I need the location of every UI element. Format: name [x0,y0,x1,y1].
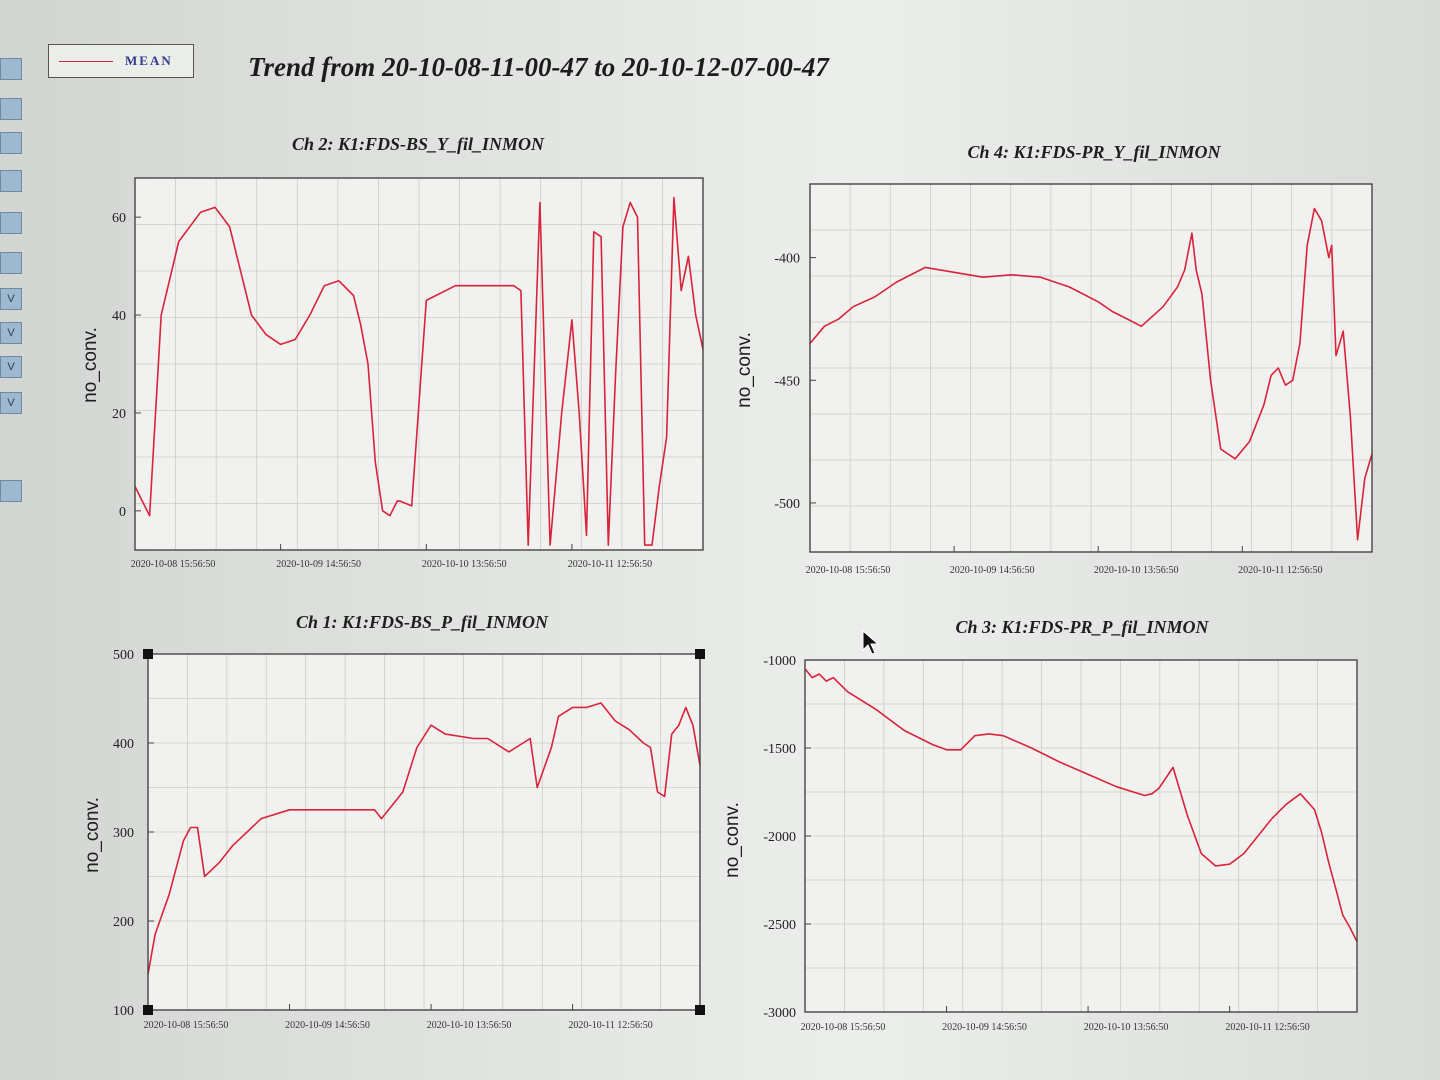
chart-3: Ch 3: K1:FDS-PR_P_fil_INMON no_conv. -1000… [722,617,1358,1033]
y-tick-label: 20 [112,407,126,422]
toolbar-button-2[interactable] [0,132,22,154]
y-axis-label: no_conv. [82,797,103,873]
y-tick-label: -1500 [763,742,796,757]
grid [810,184,1372,552]
x-tick-label: 2020-10-09 14:56:50 [276,559,361,570]
selection-handle[interactable] [143,1005,153,1015]
selection-handle[interactable] [695,1005,705,1015]
legend-line-swatch [59,61,113,62]
chart-2: Ch 1: K1:FDS-BS_P_fil_INMON no_conv. 100 20… [82,612,705,1031]
y-tick-label: -1000 [763,654,796,669]
plot-frame [809,183,1373,553]
page-title: Trend from 20-10-08-11-00-47 to 20-10-12… [248,52,829,82]
x-tick-label: 2020-10-10 13:56:50 [1094,565,1179,576]
chart-1: Ch 4: K1:FDS-PR_Y_fil_INMON no_conv. -400 -… [734,142,1373,576]
selection-handle[interactable] [695,649,705,659]
y-tick-label: -2000 [763,830,796,845]
chart-title: Ch 4: K1:FDS-PR_Y_fil_INMON [967,142,1221,162]
y-tick-label: 500 [113,648,134,663]
y-tick-label: 60 [112,211,126,226]
chart-title: Ch 2: K1:FDS-BS_Y_fil_INMON [292,134,545,154]
selection-handle[interactable] [143,649,153,659]
chart-0: Ch 2: K1:FDS-BS_Y_fil_INMON no_conv. 0 20 40… [80,134,704,570]
y-tick-label: -3000 [763,1006,796,1021]
toolbar-button-0[interactable] [0,58,22,80]
x-tick-label: 2020-10-10 13:56:50 [427,1020,512,1031]
x-tick-label: 2020-10-11 12:56:50 [568,1020,652,1031]
toolbar-button-8[interactable]: V [0,356,22,378]
toolbar-button-5[interactable] [0,252,22,274]
chart-title: Ch 3: K1:FDS-PR_P_fil_INMON [955,617,1209,637]
x-tick-label: 2020-10-08 15:56:50 [801,1022,886,1033]
y-tick-label: 0 [119,505,126,520]
series-line-0 [134,196,704,546]
x-tick-label: 2020-10-09 14:56:50 [285,1020,370,1031]
x-tick-label: 2020-10-08 15:56:50 [144,1020,229,1031]
y-tick-label: 200 [113,915,134,930]
x-tick-label: 2020-10-11 12:56:50 [1225,1022,1309,1033]
series-line-0 [809,207,1373,541]
x-tick-label: 2020-10-09 14:56:50 [942,1022,1027,1033]
y-tick-label: -2500 [763,918,796,933]
toolbar-button-10[interactable] [0,480,22,502]
y-tick-label: 400 [113,737,134,752]
x-tick-label: 2020-10-08 15:56:50 [131,559,216,570]
toolbar-button-9[interactable]: V [0,392,22,414]
x-tick-label: 2020-10-11 12:56:50 [1238,565,1322,576]
grid [148,654,700,1010]
x-tick-label: 2020-10-08 15:56:50 [806,565,891,576]
y-tick-label: 100 [113,1004,134,1019]
x-tick-label: 2020-10-11 12:56:50 [568,559,652,570]
chart-title: Ch 1: K1:FDS-BS_P_fil_INMON [296,612,549,632]
x-tick-label: 2020-10-10 13:56:50 [1084,1022,1169,1033]
plot-frame [134,177,704,551]
y-tick-label: 300 [113,826,134,841]
toolbar-button-6[interactable]: V [0,288,22,310]
toolbar-button-7[interactable]: V [0,322,22,344]
series-line-0 [147,702,701,975]
y-tick-label: -500 [774,497,800,512]
y-axis-label: no_conv. [734,332,755,408]
x-tick-label: 2020-10-09 14:56:50 [950,565,1035,576]
y-tick-label: -450 [774,374,800,389]
y-axis-label: no_conv. [722,802,743,878]
legend-label: MEAN [125,53,173,68]
y-tick-label: -400 [774,252,800,267]
y-tick-label: 40 [112,309,126,324]
legend-box: MEAN [48,44,194,78]
x-tick-label: 2020-10-10 13:56:50 [422,559,507,570]
mouse-cursor-icon [862,630,880,655]
toolbar-button-1[interactable] [0,98,22,120]
series-line-0 [804,668,1358,942]
toolbar-button-4[interactable] [0,212,22,234]
grid [805,660,1357,1012]
y-axis-label: no_conv. [80,327,101,403]
toolbar-button-3[interactable] [0,170,22,192]
